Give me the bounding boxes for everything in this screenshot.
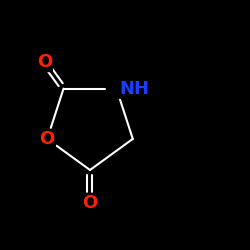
Text: O: O [37,53,52,71]
Text: O: O [82,194,98,212]
Text: O: O [40,130,55,148]
Text: NH: NH [119,80,149,98]
